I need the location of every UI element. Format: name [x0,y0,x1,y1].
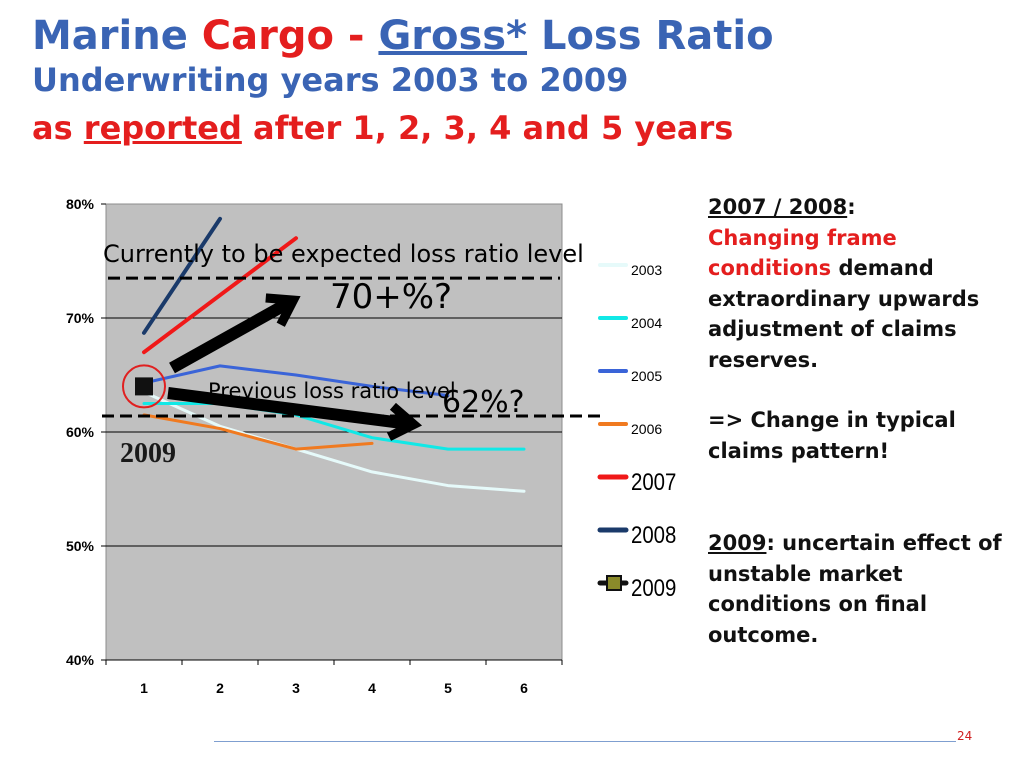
legend-2009-marker [606,575,622,591]
notes-panel: 2007 / 2008: Changing frame conditions de… [708,192,1018,650]
title-word-loss-ratio: Loss Ratio [540,13,774,59]
note-changing-conditions: Changing frame conditions [708,225,897,281]
x-tick-label: 2 [216,680,224,696]
series-lines [135,216,526,493]
flat-label: 62%? [442,385,525,420]
up-label: 70+%? [330,277,452,317]
note-2009: 2009: uncertain effect of unstable marke… [708,528,1018,650]
note-demand-text: demand extraordinary upwards adjustment … [708,256,980,372]
legend-2003-label: 2003 [631,262,662,278]
arrow-up [169,293,301,374]
axes: 40% 50% 60% 70% 80% 1 2 3 4 5 6 [66,196,563,696]
note-years-2007-2008: 2007 / 2008 [708,195,848,219]
series-2003-line [142,390,526,493]
annotations: Currently to be expected loss ratio leve… [102,240,600,469]
title-word-gross: Gross* [378,13,528,59]
series-2008-line [142,216,222,335]
x-tick-label: 4 [368,680,376,696]
legend-2004-label: 2004 [631,315,662,331]
arrow-flat [167,387,423,441]
legend-2007-label: 2007 [631,468,676,495]
y-tick-label: 70% [66,310,95,326]
legend-2006-label: 2006 [631,421,662,437]
y-tick-label: 50% [66,538,95,554]
legend-2009-label: 2009 [631,574,676,601]
x-tick-label: 6 [520,680,528,696]
note-claims-pattern: => Change in typical claims pattern! [708,408,956,463]
note-2009-text: : uncertain effect of unstable market co… [708,531,1002,647]
series-2009-point [135,377,153,396]
note-year-2009: 2009 [708,531,767,555]
title-word-after: after 1, 2, 3, 4 and 5 years [252,109,734,147]
x-tick-label: 5 [444,680,452,696]
y-tick-label: 40% [66,652,95,668]
y-tick-label: 80% [66,196,95,212]
loss-ratio-chart: 40% 50% 60% 70% 80% 1 2 3 4 5 6 Currently to be ex… [66,196,676,696]
y-tick-label: 60% [66,424,95,440]
title-word-reported: reported [83,109,242,147]
title-line-1: Marine Cargo - Gross* Loss Ratio [32,16,774,64]
highlight-circle-2009 [122,364,166,409]
series-2006-line [142,413,374,451]
x-tick-label: 3 [292,680,300,696]
title-word-cargo: Cargo - [201,13,365,59]
previous-level-label: Previous loss ratio level [208,379,456,403]
series-2005-line [142,364,450,398]
title-word-marine: Marine [32,13,188,59]
title-line-3: as reported after 1, 2, 3, 4 and 5 years [32,112,774,144]
title-word-as: as [32,109,73,147]
footer-divider [214,741,956,742]
note-2007-2008: 2007 / 2008: Changing frame conditions de… [708,195,980,372]
year-2009-label: 2009 [120,438,176,469]
legend: 2003 2004 2005 2006 2007 2008 2009 [597,262,676,601]
legend-2005-label: 2005 [631,368,662,384]
current-level-label: Currently to be expected loss ratio leve… [103,240,584,268]
series-2007-line [142,236,298,355]
page-number: 24 [957,729,973,743]
title-line-2: Underwriting years 2003 to 2009 [32,61,629,99]
gridlines [106,317,562,547]
legend-2008-label: 2008 [631,521,676,548]
slide-title: Marine Cargo - Gross* Loss Ratio Underwr… [32,16,774,144]
x-tick-label: 1 [140,680,148,696]
